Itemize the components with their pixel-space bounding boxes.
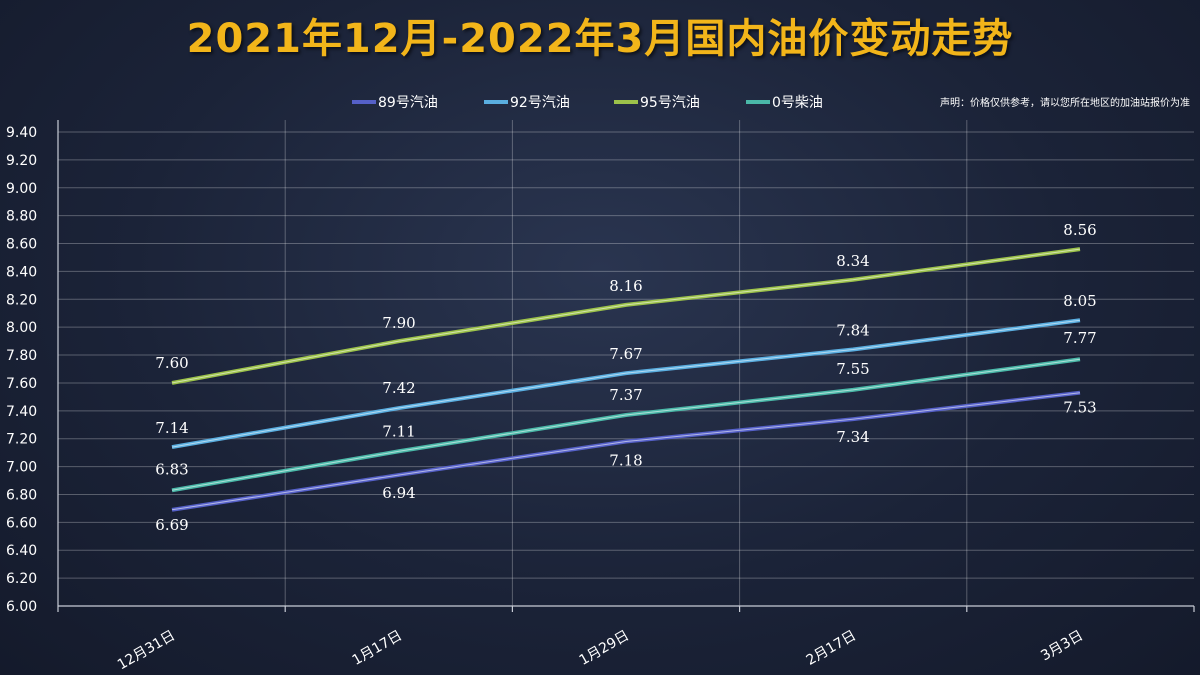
y-tick-label: 7.80 [6,348,37,364]
data-label: 7.67 [609,345,642,363]
x-tick-labels: 12月31日 1月17日 1月29日 2月17日 3月3日 [115,628,1086,674]
data-labels: 6.69 6.94 7.18 7.34 7.53 7.14 7.42 7.67 7.84 8.05… [155,221,1096,534]
y-tick-label: 8.60 [6,237,37,253]
x-tick-label: 3月3日 [1038,628,1086,665]
data-label: 7.18 [609,451,642,469]
gridlines [58,120,1194,607]
data-label: 8.05 [1063,292,1096,310]
y-tick-label: 6.60 [6,515,37,531]
y-tick-label: 8.00 [6,320,37,336]
y-tick-label: 6.80 [6,487,37,503]
data-label: 7.34 [836,428,869,446]
data-label: 7.53 [1063,399,1096,417]
x-tick-label: 2月17日 [804,628,859,669]
series-lines [171,247,1081,512]
series-line [171,318,1081,450]
data-label: 6.69 [155,516,188,534]
y-tick-label: 6.00 [6,599,37,615]
y-tick-label: 7.20 [6,432,37,448]
data-label: 7.60 [155,354,188,372]
x-tick-label: 12月31日 [115,628,178,674]
legend-label: 89号汽油 [378,95,438,111]
data-label: 7.84 [836,321,869,339]
series-line-highlight [171,392,1081,511]
y-tick-label: 6.40 [6,543,37,559]
x-tick-label: 1月29日 [577,628,632,669]
y-tick-label: 9.20 [6,153,37,169]
y-tick-label: 7.60 [6,376,37,392]
data-label: 7.55 [836,360,869,378]
legend: 89号汽油 92号汽油 95号汽油 0号柴油 [352,95,823,111]
y-tick-label: 6.20 [6,571,37,587]
data-label: 7.11 [382,422,415,440]
series-line-highlight [171,248,1081,384]
data-label: 8.56 [1063,221,1096,239]
data-label: 7.90 [382,314,415,332]
disclaimer-note: 声明：价格仅供参考，请以您所在地区的加油站报价为准 [940,96,1190,109]
y-tick-label: 8.40 [6,264,37,280]
data-label: 7.14 [155,419,188,437]
y-tick-label: 9.40 [6,125,37,141]
y-tick-labels: 6.00 6.20 6.40 6.60 6.80 7.00 7.20 7.40 7.60 7.80… [6,125,37,615]
data-label: 6.83 [155,460,188,478]
y-tick-label: 7.40 [6,404,37,420]
y-tick-label: 7.00 [6,460,37,476]
legend-label: 92号汽油 [510,95,570,111]
axes [57,120,1195,612]
data-label: 7.77 [1063,329,1096,347]
data-label: 8.34 [836,252,869,270]
series-line-highlight [171,358,1081,491]
data-label: 6.94 [382,484,415,502]
data-label: 8.16 [609,277,642,295]
data-label: 7.37 [609,386,642,404]
x-tick-label: 1月17日 [350,628,405,669]
series-line-highlight [171,319,1081,448]
data-label: 7.42 [382,379,415,397]
y-tick-label: 8.80 [6,209,37,225]
y-tick-label: 9.00 [6,181,37,197]
chart-title: 2021年12月-2022年3月国内油价变动走势 [186,16,1014,62]
legend-label: 0号柴油 [772,95,823,111]
y-tick-label: 8.20 [6,292,37,308]
legend-label: 95号汽油 [640,95,700,111]
